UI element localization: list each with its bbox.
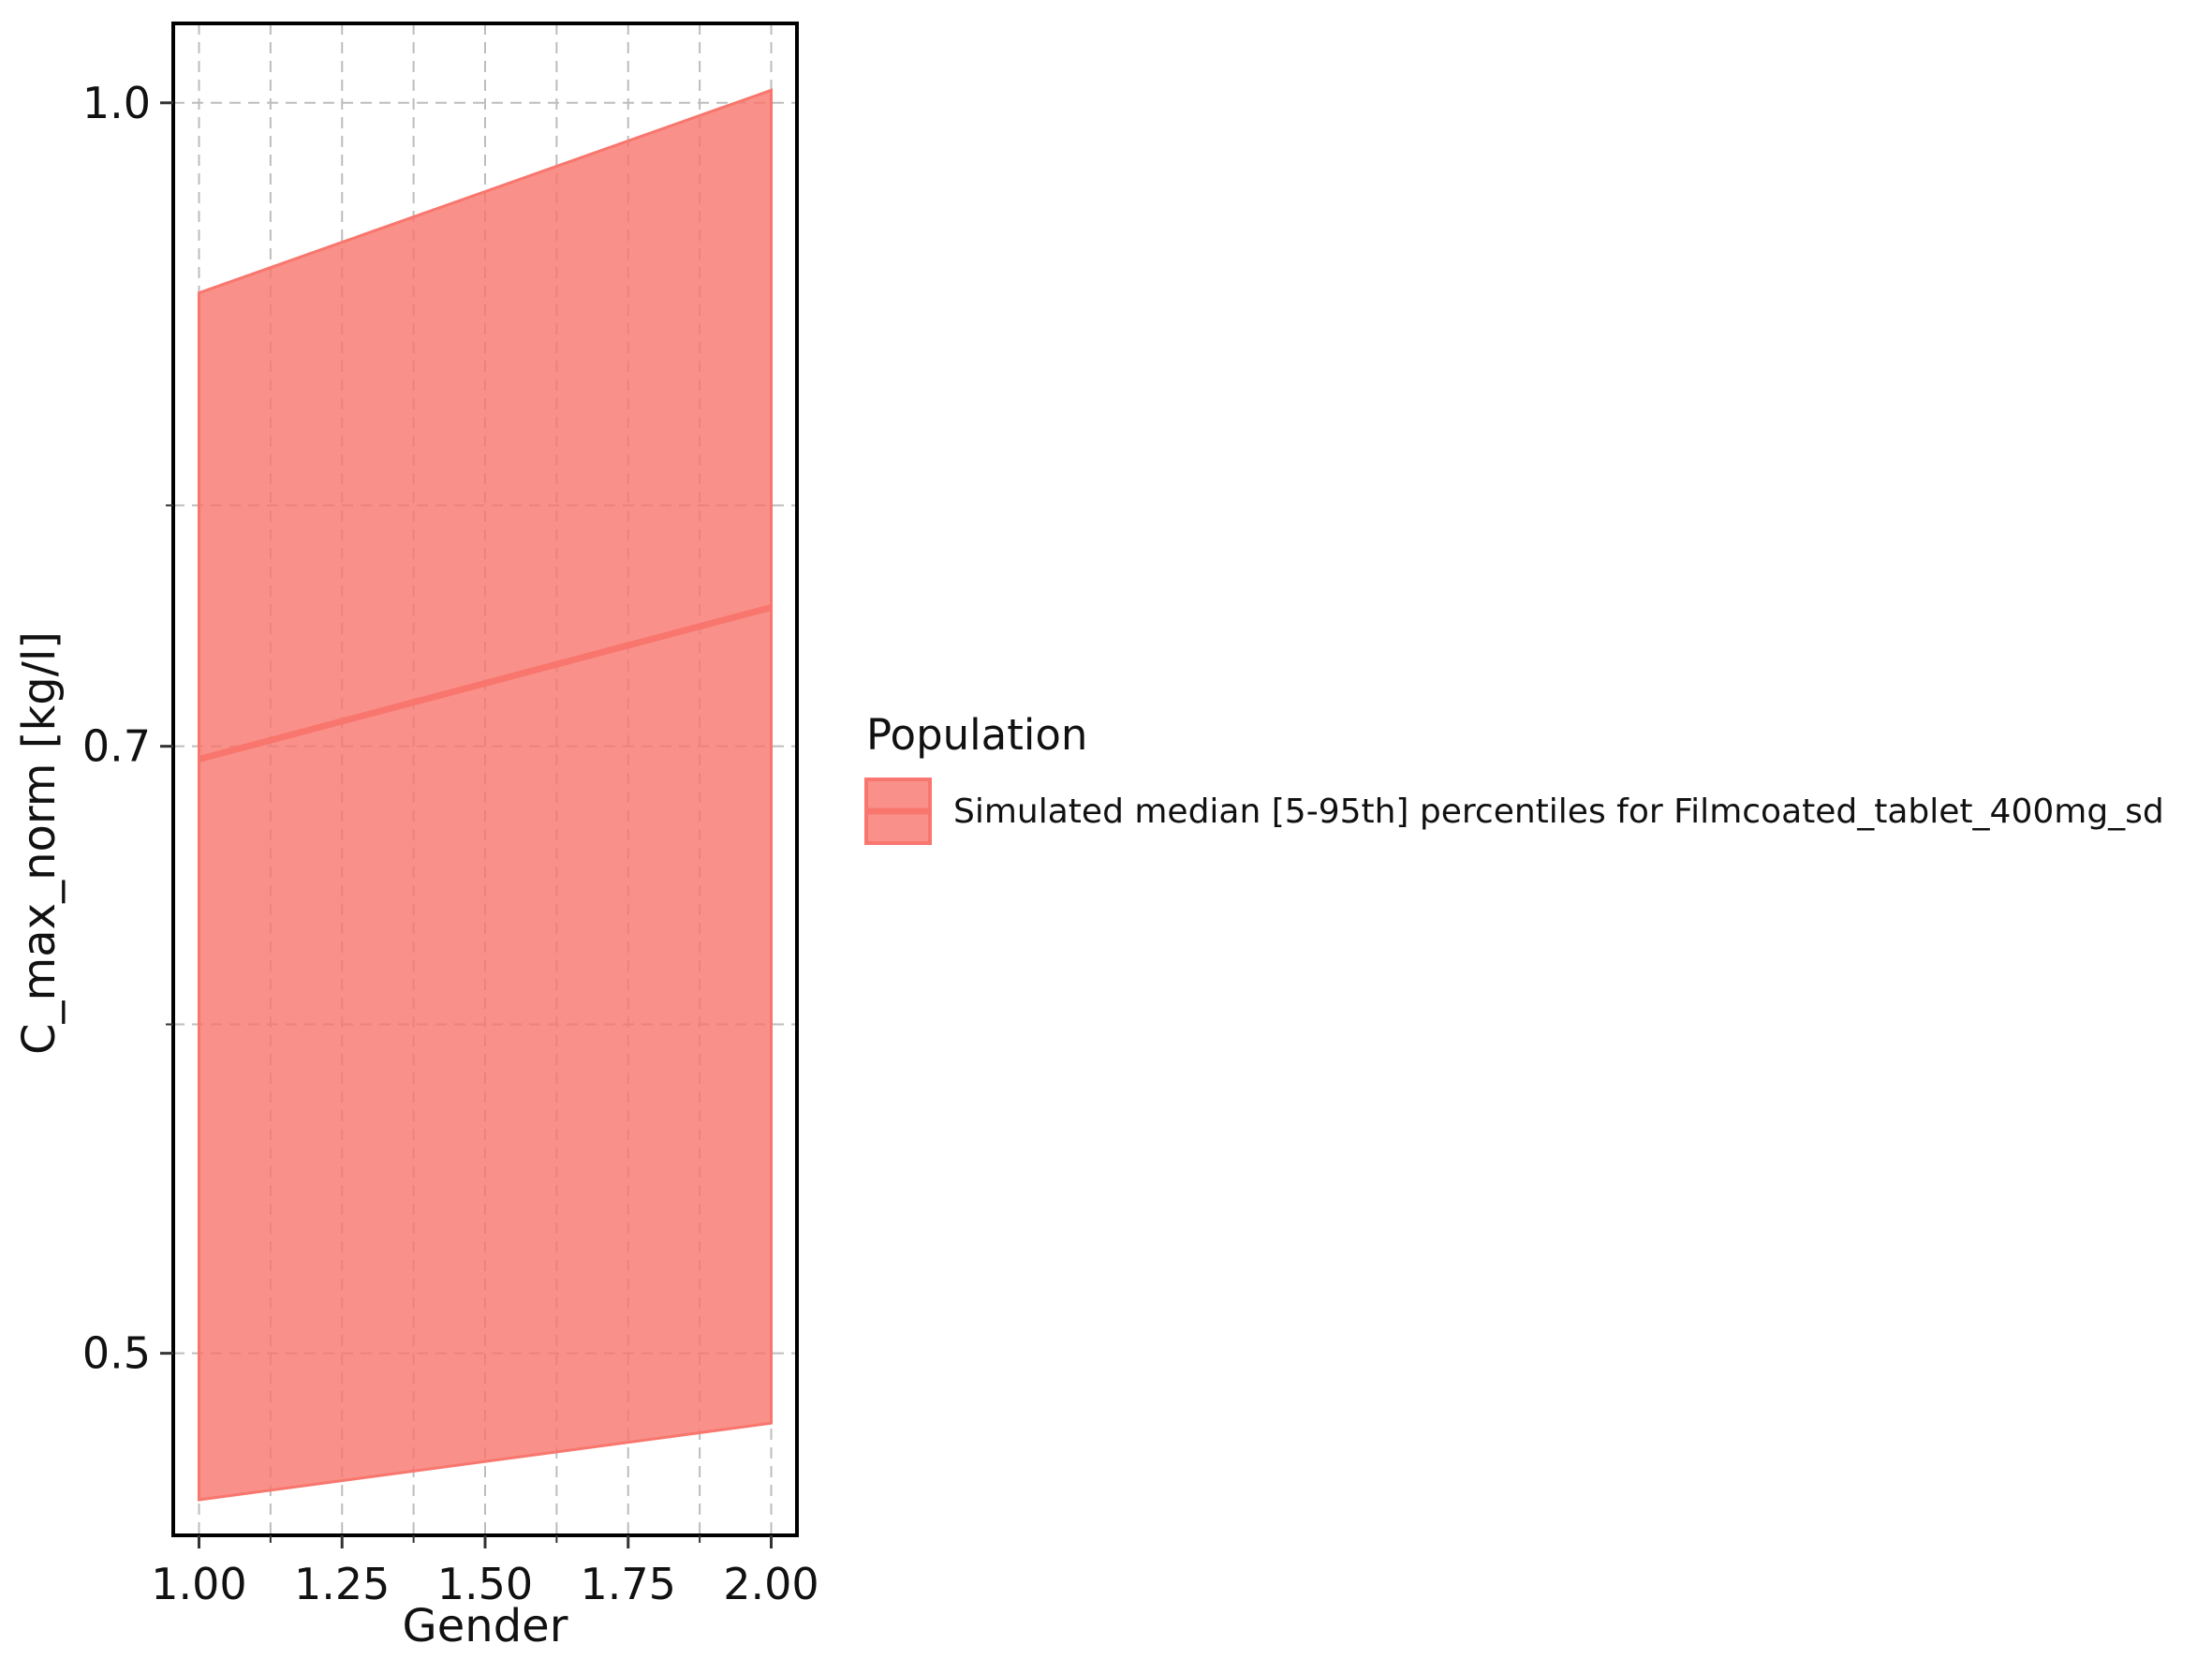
x-tick-label: 2.00	[723, 1559, 818, 1609]
plot-data	[197, 88, 774, 1502]
y-tick-label: 0.5	[82, 1328, 151, 1379]
x-axis-title: Gender	[403, 1600, 568, 1652]
legend-label: Simulated median [5-95th] percentiles fo…	[953, 792, 2164, 831]
x-tick-label: 1.25	[294, 1559, 390, 1609]
y-tick-label: 0.7	[82, 721, 151, 772]
legend: Population Simulated median [5-95th] per…	[864, 710, 2164, 845]
median-line	[198, 604, 773, 763]
y-axis-title: C_max_norm [kg/l]	[13, 631, 66, 1055]
x-tick-label: 1.75	[581, 1559, 676, 1609]
axis-ticks: 1.00 1.25 1.50 1.75 2.00 0.5 0.7 1.0	[82, 78, 819, 1609]
y-tick-label: 1.0	[82, 78, 151, 128]
percentile-band	[197, 88, 774, 1502]
x-tick-label: 1.00	[151, 1559, 246, 1609]
legend-title: Population	[866, 710, 1087, 760]
x-tick-label: 1.50	[437, 1559, 533, 1609]
